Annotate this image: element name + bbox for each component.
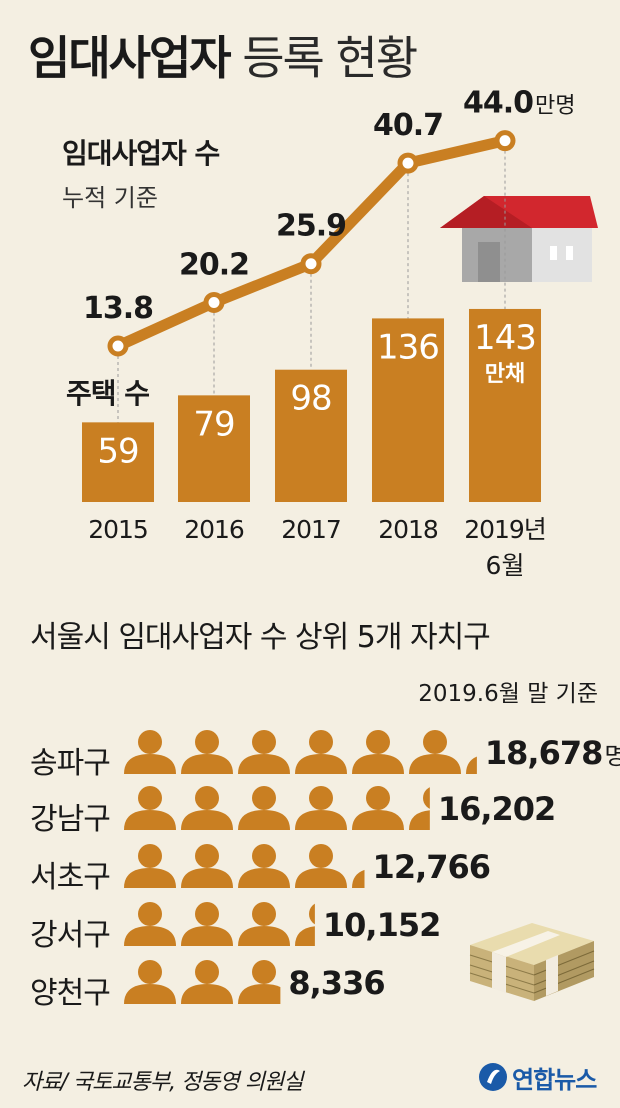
line-point xyxy=(300,253,322,275)
district-name: 서초구 xyxy=(30,860,111,895)
district-count: 16,202 xyxy=(437,790,556,828)
person-icon xyxy=(295,903,315,946)
person-icon xyxy=(295,844,347,888)
district-name: 양천구 xyxy=(30,976,111,1011)
line-value-label: 44.0 xyxy=(463,86,533,121)
x-tick-label: 2016 xyxy=(184,515,244,544)
district-count-unit: 명 xyxy=(604,742,620,770)
district-count: 8,336 xyxy=(288,964,385,1002)
person-icon xyxy=(124,902,176,946)
yonhap-logo: 연합뉴스 xyxy=(478,1060,597,1094)
person-icon xyxy=(409,730,461,774)
district-chart-title: 서울시 임대사업자 수 상위 5개 자치구 xyxy=(30,620,491,655)
district-count-value: 18,678 xyxy=(484,734,603,772)
person-icon xyxy=(466,756,477,774)
bar-value-label: 98 xyxy=(290,379,331,419)
person-icon-row xyxy=(124,730,477,774)
line-point xyxy=(397,152,419,174)
district-count-value: 10,152 xyxy=(322,906,441,944)
title-light: 등록 현황 xyxy=(242,31,418,85)
district-count: 10,152 xyxy=(322,906,441,944)
line-value-label: 20.2 xyxy=(179,247,249,282)
district-name: 송파구 xyxy=(30,746,111,781)
person-icon-row xyxy=(124,786,430,830)
person-icon xyxy=(238,902,290,946)
person-icon xyxy=(181,902,233,946)
person-icon xyxy=(181,844,233,888)
page-title: 임대사업자 등록 현황 xyxy=(28,22,418,88)
person-icon-row xyxy=(124,902,315,946)
title-bold: 임대사업자 xyxy=(28,31,232,85)
x-tick-sublabel: 6월 xyxy=(486,551,525,580)
line-series-title: 임대사업자 수 xyxy=(62,137,220,170)
bar-unit-label: 만채 xyxy=(485,362,525,387)
house-icon xyxy=(440,196,598,282)
bar-series-title: 주택 수 xyxy=(66,377,150,410)
bar-2017 xyxy=(275,369,347,502)
line-value-label: 40.7 xyxy=(373,108,443,143)
yonhap-logo-icon xyxy=(479,1063,507,1091)
person-icon xyxy=(238,786,290,830)
yonhap-logo-text: 연합뉴스 xyxy=(512,1065,597,1094)
person-icon xyxy=(181,730,233,774)
district-chart-subtitle: 2019.6월 말 기준 xyxy=(418,681,598,707)
bar-2019년 xyxy=(469,308,541,502)
person-icon xyxy=(181,960,233,1004)
person-icon xyxy=(352,786,404,830)
registration-chart: 59 2015 79 2016 98 2017 136 2018 143 2019년 6월 만채 13.… xyxy=(82,86,598,580)
line-point xyxy=(203,291,225,313)
person-icon-row xyxy=(124,960,281,1004)
bar-value-label: 79 xyxy=(193,404,234,444)
money-stack-icon xyxy=(469,923,595,1001)
bar-2015 xyxy=(82,422,154,502)
bar-value-label: 59 xyxy=(97,431,138,471)
line-point xyxy=(107,335,129,357)
person-icon xyxy=(409,787,430,830)
person-icon xyxy=(295,786,347,830)
line-point xyxy=(494,130,516,152)
person-icon xyxy=(181,786,233,830)
person-icon xyxy=(124,960,176,1004)
line-unit-label: 만명 xyxy=(535,94,575,119)
source-note: 자료/ 국토교통부, 정동영 의원실 xyxy=(22,1070,304,1095)
district-count-value: 16,202 xyxy=(437,790,556,828)
person-icon-row xyxy=(124,844,365,888)
district-count: 12,766 xyxy=(372,848,491,886)
bar-value-label: 136 xyxy=(377,327,439,367)
district-count-value: 8,336 xyxy=(288,964,385,1002)
person-icon xyxy=(238,844,290,888)
person-icon xyxy=(295,730,347,774)
district-count: 18,678명 xyxy=(485,734,620,772)
district-name: 강서구 xyxy=(30,918,111,953)
bar-2016 xyxy=(178,395,250,502)
x-tick-label: 2015 xyxy=(88,515,148,544)
person-icon xyxy=(124,786,176,830)
person-icon xyxy=(238,730,290,774)
line-series-subtitle: 누적 기준 xyxy=(62,184,158,212)
x-tick-label: 2017 xyxy=(281,515,341,544)
person-icon xyxy=(238,960,281,1004)
line-value-label: 25.9 xyxy=(276,209,346,244)
bar-value-label: 143 xyxy=(474,318,536,358)
bar-2018 xyxy=(372,318,444,502)
x-tick-label: 2018 xyxy=(378,515,438,544)
person-icon xyxy=(352,730,404,774)
line-value-label: 13.8 xyxy=(83,291,153,326)
person-icon xyxy=(124,844,176,888)
x-tick-label: 2019년 xyxy=(464,515,546,544)
district-count-value: 12,766 xyxy=(372,848,491,886)
person-icon xyxy=(124,730,176,774)
district-name: 강남구 xyxy=(30,802,111,837)
person-icon xyxy=(352,869,365,888)
